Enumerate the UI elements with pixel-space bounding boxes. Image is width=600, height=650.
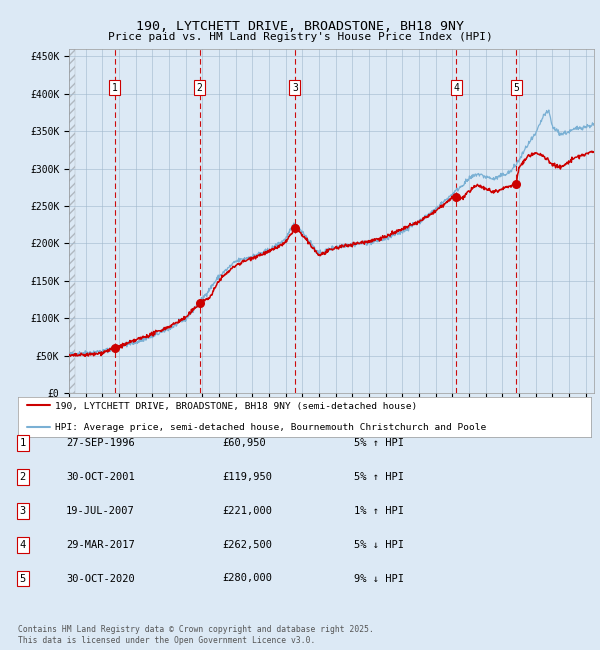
- Text: 19-JUL-2007: 19-JUL-2007: [66, 506, 135, 516]
- Text: 1: 1: [112, 83, 118, 93]
- Bar: [65, 49, 75, 393]
- Text: 5: 5: [513, 83, 519, 93]
- Text: £60,950: £60,950: [222, 438, 266, 448]
- Text: 5: 5: [20, 573, 26, 584]
- Text: Contains HM Land Registry data © Crown copyright and database right 2025.
This d: Contains HM Land Registry data © Crown c…: [18, 625, 374, 645]
- Text: 30-OCT-2020: 30-OCT-2020: [66, 573, 135, 584]
- Text: 190, LYTCHETT DRIVE, BROADSTONE, BH18 9NY: 190, LYTCHETT DRIVE, BROADSTONE, BH18 9N…: [136, 20, 464, 32]
- Text: £262,500: £262,500: [222, 540, 272, 550]
- Text: 5% ↑ HPI: 5% ↑ HPI: [354, 472, 404, 482]
- Text: 2: 2: [20, 472, 26, 482]
- Text: 4: 4: [20, 540, 26, 550]
- Text: 3: 3: [20, 506, 26, 516]
- Text: 29-MAR-2017: 29-MAR-2017: [66, 540, 135, 550]
- Text: 1% ↑ HPI: 1% ↑ HPI: [354, 506, 404, 516]
- Text: HPI: Average price, semi-detached house, Bournemouth Christchurch and Poole: HPI: Average price, semi-detached house,…: [55, 423, 487, 432]
- Text: 4: 4: [454, 83, 460, 93]
- Text: 2: 2: [197, 83, 202, 93]
- Text: 1: 1: [20, 438, 26, 448]
- Text: 5% ↑ HPI: 5% ↑ HPI: [354, 438, 404, 448]
- Text: 9% ↓ HPI: 9% ↓ HPI: [354, 573, 404, 584]
- Text: £280,000: £280,000: [222, 573, 272, 584]
- Text: 190, LYTCHETT DRIVE, BROADSTONE, BH18 9NY (semi-detached house): 190, LYTCHETT DRIVE, BROADSTONE, BH18 9N…: [55, 402, 418, 411]
- Text: £119,950: £119,950: [222, 472, 272, 482]
- Text: 5% ↓ HPI: 5% ↓ HPI: [354, 540, 404, 550]
- Text: 3: 3: [292, 83, 298, 93]
- Text: 27-SEP-1996: 27-SEP-1996: [66, 438, 135, 448]
- Text: £221,000: £221,000: [222, 506, 272, 516]
- Text: 30-OCT-2001: 30-OCT-2001: [66, 472, 135, 482]
- Text: Price paid vs. HM Land Registry's House Price Index (HPI): Price paid vs. HM Land Registry's House …: [107, 32, 493, 42]
